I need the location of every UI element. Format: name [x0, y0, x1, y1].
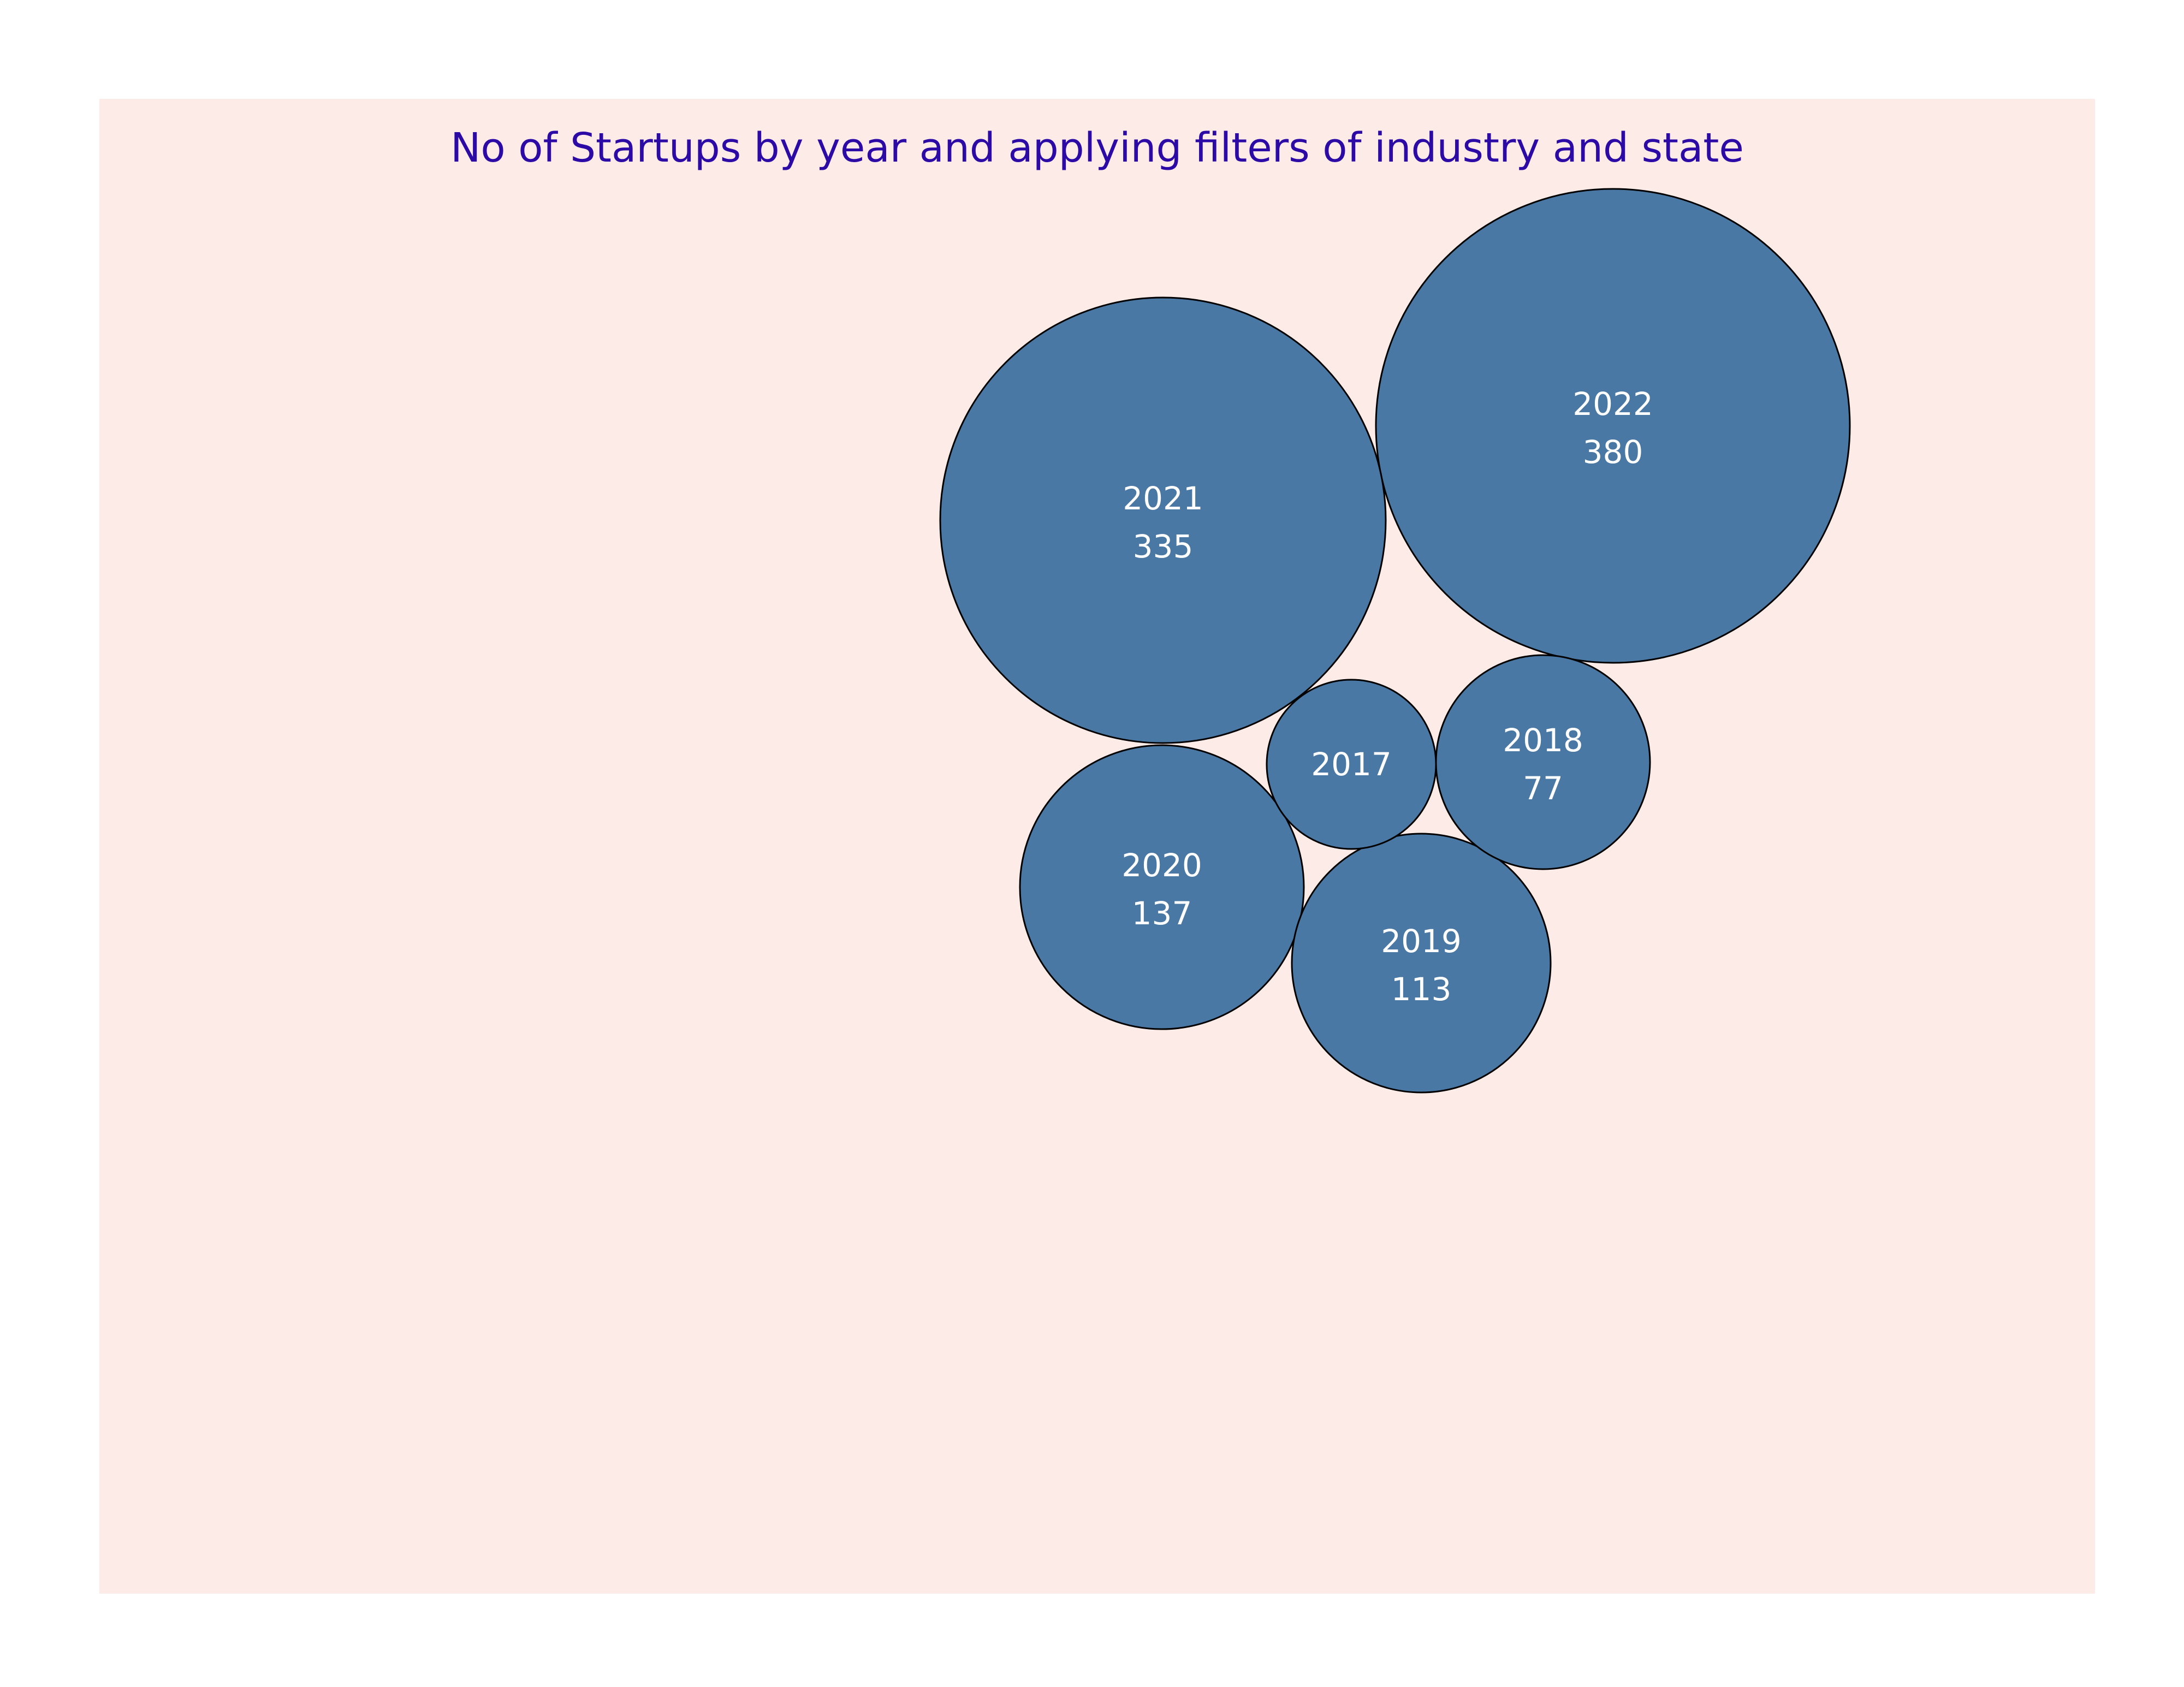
bubble-year-label: 2021: [1123, 480, 1203, 517]
chart-title: No of Startups by year and applying filt…: [450, 124, 1744, 171]
chart-panel: 2022 380 2021 335 2020 137 2019 113 2018 77 2017 N…: [99, 99, 2095, 1594]
bubble-value-label: 137: [1132, 895, 1192, 932]
bubble-value-label: 380: [1583, 433, 1643, 471]
bubble-2021[interactable]: 2021 335: [939, 296, 1387, 744]
bubble-circle[interactable]: [939, 296, 1387, 744]
bubble-circle[interactable]: [1435, 654, 1651, 870]
bubble-year-label: 2018: [1503, 722, 1583, 759]
bubble-year-label: 2022: [1572, 385, 1653, 423]
bubble-circle[interactable]: [1019, 744, 1305, 1030]
bubble-circle[interactable]: [1375, 188, 1851, 664]
bubble-value-label: 77: [1523, 770, 1563, 807]
bubble-2018[interactable]: 2018 77: [1435, 654, 1651, 870]
bubble-circle[interactable]: [1266, 679, 1437, 850]
bubble-circle[interactable]: [1291, 833, 1552, 1094]
bubble-chart: 2022 380 2021 335 2020 137 2019 113 2018 77 2017: [99, 99, 2095, 1594]
bubble-2019[interactable]: 2019 113: [1291, 833, 1552, 1094]
bubble-value-label: 335: [1133, 528, 1194, 565]
bubble-year-label: 2020: [1121, 847, 1202, 884]
bubble-2017[interactable]: 2017: [1266, 679, 1437, 850]
bubble-year-label: 2017: [1311, 746, 1392, 783]
bubble-year-label: 2019: [1381, 923, 1462, 960]
bubble-2022[interactable]: 2022 380: [1375, 188, 1851, 664]
bubble-value-label: 113: [1391, 971, 1452, 1008]
bubble-2020[interactable]: 2020 137: [1019, 744, 1305, 1030]
